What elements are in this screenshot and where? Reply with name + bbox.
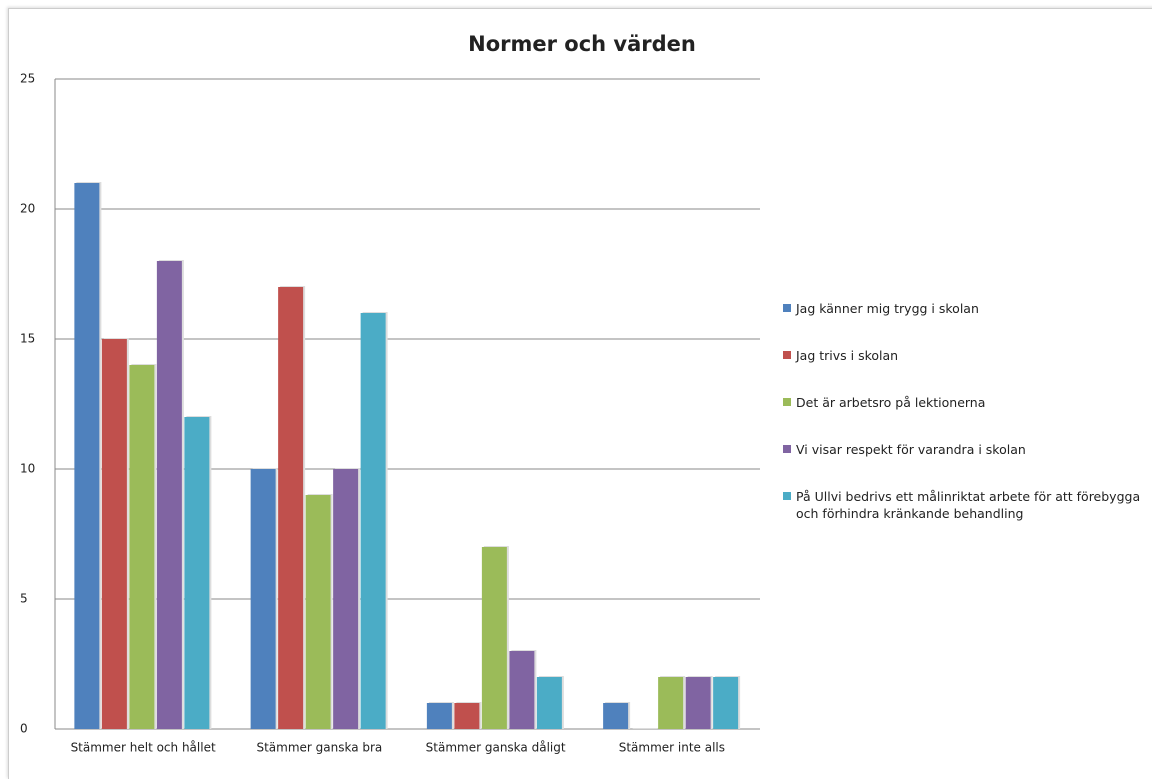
bar [603, 703, 629, 729]
x-tick-label: Stämmer helt och hållet [71, 741, 216, 755]
y-tick-label: 15 [20, 332, 35, 346]
legend-swatch [783, 445, 791, 453]
legend-item: På Ullvi bedrivs ett målinriktat arbete … [783, 488, 1152, 522]
legend-label: Det är arbetsro på lektionerna [796, 395, 986, 410]
bar [278, 287, 304, 729]
legend-label: Jag trivs i skolan [796, 348, 899, 363]
bar [184, 417, 210, 729]
legend-label: På Ullvi bedrivs ett målinriktat arbete … [796, 489, 1141, 521]
bar [74, 183, 100, 729]
bar [101, 339, 127, 729]
y-tick-label: 20 [20, 202, 35, 216]
bar [156, 261, 182, 729]
bar [481, 547, 507, 729]
legend-swatch [783, 398, 791, 406]
legend-label: Jag känner mig trygg i skolan [796, 301, 979, 316]
y-tick-label: 0 [20, 722, 28, 736]
bar [685, 677, 711, 729]
bar [658, 677, 684, 729]
frame [8, 8, 1152, 779]
bar [536, 677, 562, 729]
legend-item: Det är arbetsro på lektionerna [783, 394, 1152, 411]
y-tick-label: 10 [20, 462, 35, 476]
legend-swatch [783, 351, 791, 359]
bar [305, 495, 331, 729]
bar [360, 313, 386, 729]
bar [129, 365, 155, 729]
bar [426, 703, 452, 729]
legend-label: Vi visar respekt för varandra i skolan [796, 442, 1026, 457]
legend-item: Jag känner mig trygg i skolan [783, 300, 1152, 317]
y-tick-label: 25 [20, 72, 35, 86]
x-tick-label: Stämmer ganska bra [256, 741, 382, 755]
page: Normer och värden 0 5 10 15 20 25 Stämmer helt… [8, 8, 1152, 779]
y-tick-label: 5 [20, 592, 28, 606]
x-tick-label: Stämmer ganska dåligt [426, 741, 566, 755]
bar-shadow [632, 728, 658, 729]
legend-item: Vi visar respekt för varandra i skolan [783, 441, 1152, 458]
legend-swatch [783, 492, 791, 500]
bar [713, 677, 739, 729]
bar [333, 469, 359, 729]
legend-item: Jag trivs i skolan [783, 347, 1152, 364]
bar [454, 703, 480, 729]
chart: Normer och värden 0 5 10 15 20 25 Stämmer helt… [20, 32, 760, 755]
legend: Jag känner mig trygg i skolan Jag trivs i… [783, 300, 1152, 552]
legend-swatch [783, 304, 791, 312]
bar [250, 469, 276, 729]
x-tick-label: Stämmer inte alls [619, 741, 725, 755]
bar [509, 651, 535, 729]
chart-title: Normer och värden [468, 32, 696, 56]
